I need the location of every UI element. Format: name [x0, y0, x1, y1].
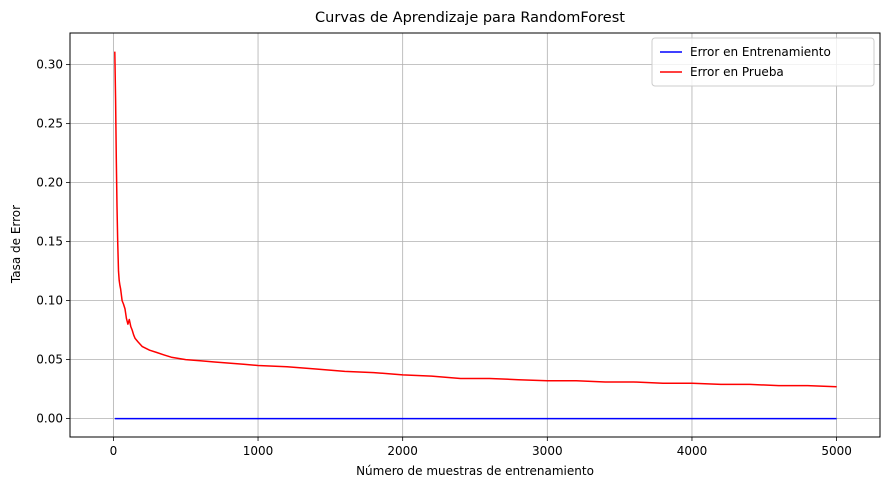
series-layer — [114, 51, 837, 420]
x-axis-label: Número de muestras de entrenamiento — [356, 464, 594, 478]
x-tick-label: 1000 — [243, 444, 274, 458]
x-tick-label: 5000 — [821, 444, 852, 458]
x-tick-label: 2000 — [387, 444, 418, 458]
y-tick-label: 0.00 — [36, 412, 63, 426]
legend-box — [651, 37, 875, 87]
legend: Error en Entrenamiento Error en Prueba — [651, 37, 875, 87]
legend-label: Error en Prueba — [690, 65, 784, 79]
x-tick-label: 3000 — [532, 444, 563, 458]
y-tick-label: 0.30 — [36, 58, 63, 72]
x-tick-label: 4000 — [677, 444, 708, 458]
series-line-test — [114, 51, 837, 388]
y-tick-label: 0.25 — [36, 117, 63, 131]
y-tick-label: 0.05 — [36, 353, 63, 367]
x-tick-label: 0 — [110, 444, 118, 458]
legend-label: Error en Entrenamiento — [690, 45, 831, 59]
y-axis-label: Tasa de Error — [9, 205, 23, 284]
y-tick-label: 0.15 — [36, 235, 63, 249]
plot-frame — [69, 32, 881, 438]
chart-title: Curvas de Aprendizaje para RandomForest — [315, 10, 625, 26]
y-tick-label: 0.20 — [36, 176, 63, 190]
grid-layer — [70, 33, 880, 437]
y-tick-label: 0.10 — [36, 294, 63, 308]
ticks-layer: 0 1000 2000 3000 4000 5000 0.00 0.05 0.10 0.15 0.2… — [36, 58, 852, 458]
